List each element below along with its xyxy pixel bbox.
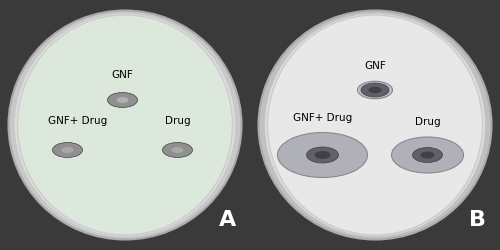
Text: GNF: GNF xyxy=(364,61,386,71)
Ellipse shape xyxy=(268,15,482,235)
Ellipse shape xyxy=(258,10,492,239)
Ellipse shape xyxy=(62,147,74,153)
Ellipse shape xyxy=(412,148,442,162)
Text: GNF+ Drug: GNF+ Drug xyxy=(293,113,352,123)
Text: Drug: Drug xyxy=(164,116,190,126)
Text: A: A xyxy=(219,210,236,230)
Ellipse shape xyxy=(18,15,233,235)
Text: GNF: GNF xyxy=(112,70,134,80)
Ellipse shape xyxy=(392,137,464,173)
Text: GNF+ Drug: GNF+ Drug xyxy=(48,116,107,126)
Ellipse shape xyxy=(306,147,338,163)
Ellipse shape xyxy=(420,152,434,158)
Ellipse shape xyxy=(52,142,82,158)
Ellipse shape xyxy=(108,92,138,108)
Ellipse shape xyxy=(116,97,128,103)
Ellipse shape xyxy=(314,151,330,159)
Ellipse shape xyxy=(358,81,392,99)
Ellipse shape xyxy=(368,87,382,93)
Ellipse shape xyxy=(15,14,235,236)
Text: B: B xyxy=(469,210,486,230)
Ellipse shape xyxy=(278,132,368,178)
Ellipse shape xyxy=(361,83,389,97)
Text: Drug: Drug xyxy=(414,117,440,127)
Ellipse shape xyxy=(172,147,183,153)
Ellipse shape xyxy=(265,14,485,236)
Ellipse shape xyxy=(8,10,241,239)
Ellipse shape xyxy=(162,142,192,158)
